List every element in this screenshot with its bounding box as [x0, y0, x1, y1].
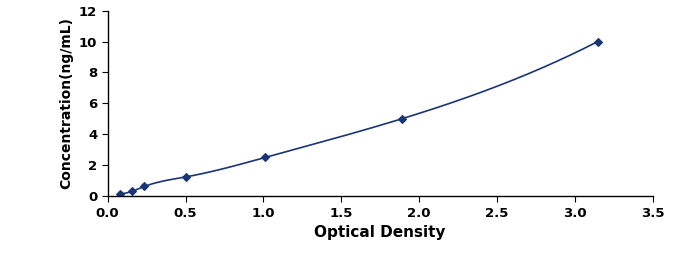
X-axis label: Optical Density: Optical Density: [314, 225, 446, 240]
Y-axis label: Concentration(ng/mL): Concentration(ng/mL): [59, 17, 73, 189]
